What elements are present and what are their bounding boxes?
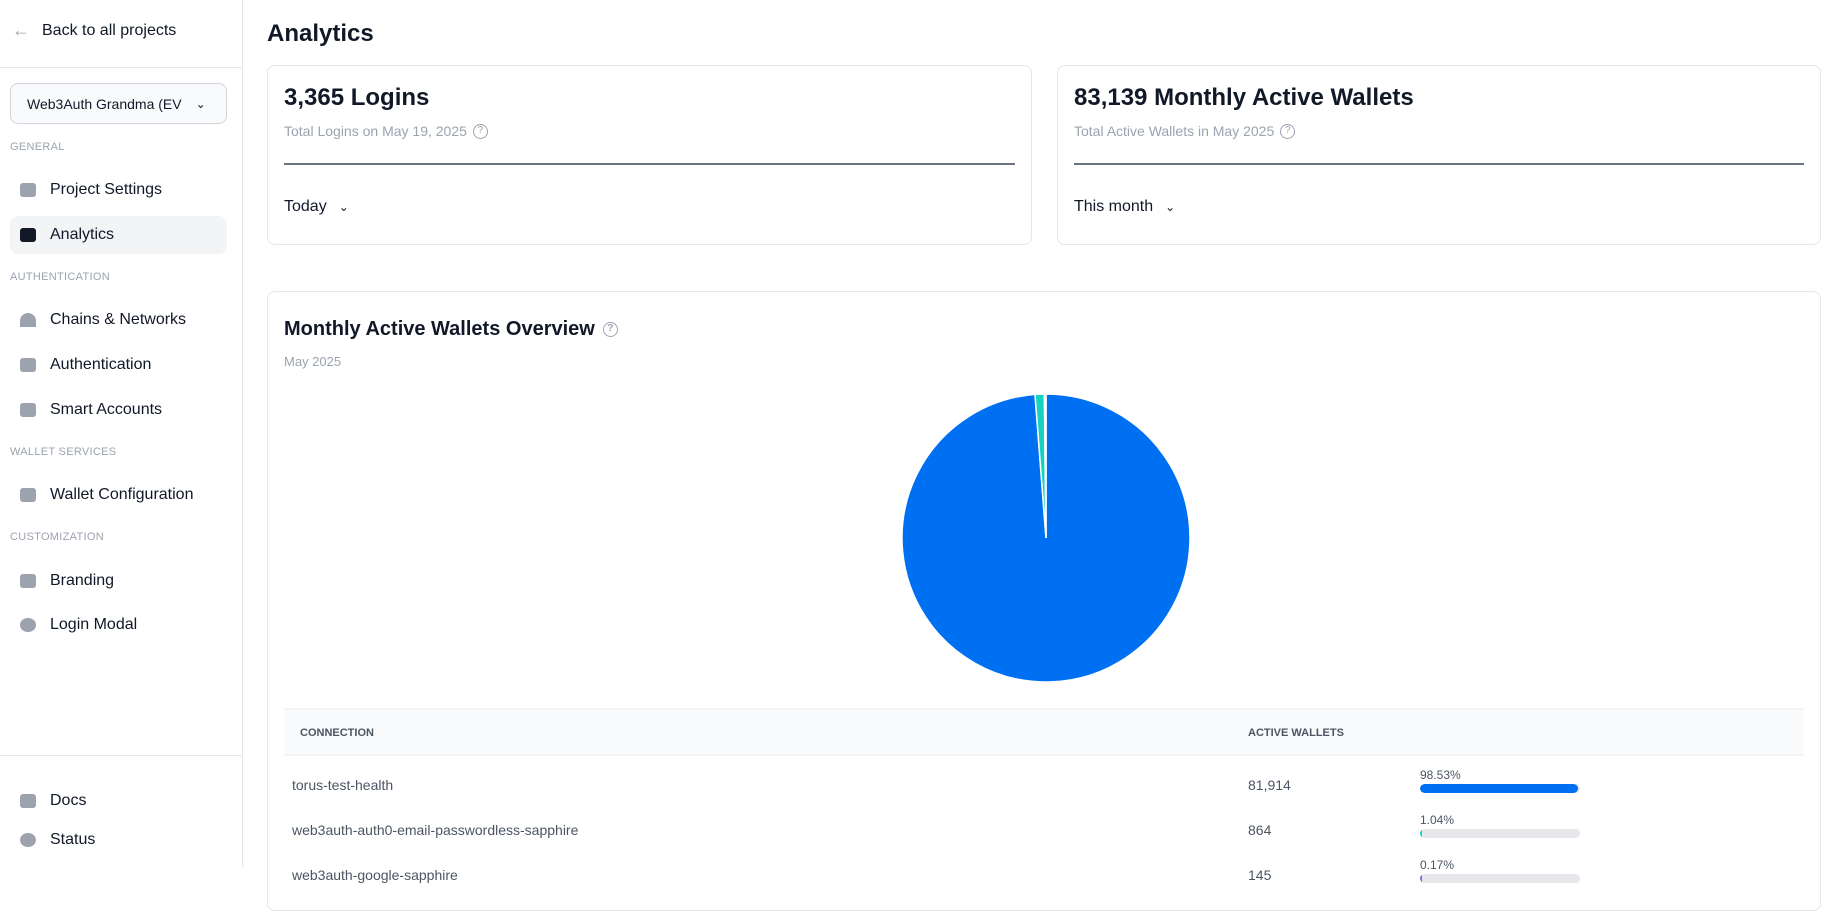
divider [0,67,242,68]
table-header: CONNECTION ACTIVE WALLETS [284,708,1804,756]
overview-title: Monthly Active Wallets Overview? [284,318,618,341]
sidebar-item-status[interactable]: Status [10,821,227,859]
percent-bar [1420,784,1580,793]
help-icon[interactable]: ? [1280,123,1296,139]
sidebar-item-smart-accounts[interactable]: Smart Accounts [10,391,227,429]
sidebar-item-project-settings[interactable]: Project Settings [10,171,227,209]
label: Project Settings [50,181,163,198]
wallets-range-dropdown[interactable]: This month ⌄ [1074,198,1175,216]
percent-label: 1.04% [1420,813,1455,827]
document-icon [20,403,36,417]
sidebar-item-authentication[interactable]: Authentication [10,346,227,384]
label: Wallet Configuration [50,486,194,503]
header-connection: CONNECTION [300,727,374,739]
chevron-down-icon: ⌄ [195,96,206,111]
section-wallet-services: WALLET SERVICES [10,446,117,458]
active-wallets: 864 [1248,822,1272,838]
table-row: torus-test-health 81,914 98.53% [284,766,1804,811]
clipboard-icon [20,183,36,197]
header-active-wallets: ACTIVE WALLETS [1248,727,1344,739]
subtitle-text: Total Active Wallets in May 2025 [1074,123,1275,139]
section-authentication: AUTHENTICATION [10,271,110,283]
wifi-icon [20,313,36,327]
arrow-left-icon: ← [12,20,30,40]
sidebar-item-chains[interactable]: Chains & Networks [10,301,227,339]
percent-label: 98.53% [1420,768,1461,782]
sidebar-item-branding[interactable]: Branding [10,562,227,600]
sidebar: ← Back to all projects Web3Auth Grandma (… [0,0,243,867]
divider [0,755,242,756]
section-customization: CUSTOMIZATION [10,531,104,543]
overview-subtitle: May 2025 [284,354,342,369]
range-label: Today [284,198,327,215]
percent-bar-fill [1420,829,1422,838]
label: Analytics [50,226,115,243]
percent-bar-fill [1420,874,1422,883]
overview-card: Monthly Active Wallets Overview? May 202… [267,291,1821,911]
sidebar-item-analytics[interactable]: Analytics [10,216,227,254]
label: Branding [50,572,115,589]
divider [1074,163,1804,165]
logins-card: 3,365 Logins Total Logins on May 19, 202… [267,65,1032,245]
connection-name: web3auth-auth0-email-passwordless-sapphi… [292,822,579,838]
wallets-subtitle: Total Active Wallets in May 2025? [1074,123,1296,139]
main: Analytics 3,365 Logins Total Logins on M… [243,0,1840,911]
active-wallets: 81,914 [1248,777,1291,793]
logins-range-dropdown[interactable]: Today ⌄ [284,198,349,216]
user-circle-icon [20,618,36,632]
document-icon [20,794,36,808]
connection-name: web3auth-google-sapphire [292,867,458,883]
pie-slice-web3auth-google-sapphire[interactable] [1043,393,1047,539]
back-link[interactable]: ← Back to all projects [12,20,176,41]
section-general: GENERAL [10,141,65,153]
back-label: Back to all projects [42,21,177,39]
percent-label: 0.17% [1420,858,1455,872]
wallet-icon [20,488,36,502]
help-icon[interactable]: ? [472,123,488,139]
label: Authentication [50,356,152,373]
label: Chains & Networks [50,311,187,328]
percent-bar-fill [1420,784,1578,793]
check-circle-icon [20,833,36,847]
label: Status [50,831,96,848]
project-name: Web3Auth Grandma (EV [27,95,182,112]
sidebar-item-login-modal[interactable]: Login Modal [10,606,227,644]
title-text: Monthly Active Wallets Overview [284,318,595,340]
subtitle-text: Total Logins on May 19, 2025 [284,123,467,139]
wallets-value: 83,139 Monthly Active Wallets [1074,84,1414,111]
wallets-card: 83,139 Monthly Active Wallets Total Acti… [1057,65,1821,245]
active-wallets: 145 [1248,867,1272,883]
database-icon [20,358,36,372]
sidebar-item-docs[interactable]: Docs [10,782,227,820]
range-label: This month [1074,198,1154,215]
label: Docs [50,792,87,809]
table-row: web3auth-google-sapphire 145 0.17% [284,856,1804,901]
pie-chart [901,393,1191,683]
page-title: Analytics [267,20,374,47]
chevron-down-icon: ⌄ [338,200,349,214]
percent-bar [1420,874,1580,883]
palette-icon [20,574,36,588]
sidebar-item-wallet-config[interactable]: Wallet Configuration [10,476,227,514]
percent-bar [1420,829,1580,838]
project-select[interactable]: Web3Auth Grandma (EV ⌄ [10,83,227,124]
label: Login Modal [50,616,138,633]
chevron-down-icon: ⌄ [1165,200,1176,214]
divider [284,163,1015,165]
help-icon[interactable]: ? [602,322,618,337]
label: Smart Accounts [50,401,163,418]
connection-name: torus-test-health [292,777,394,793]
table-row: web3auth-auth0-email-passwordless-sapphi… [284,811,1804,856]
logins-subtitle: Total Logins on May 19, 2025? [284,123,488,139]
chart-icon [20,228,36,242]
logins-value: 3,365 Logins [284,84,430,111]
